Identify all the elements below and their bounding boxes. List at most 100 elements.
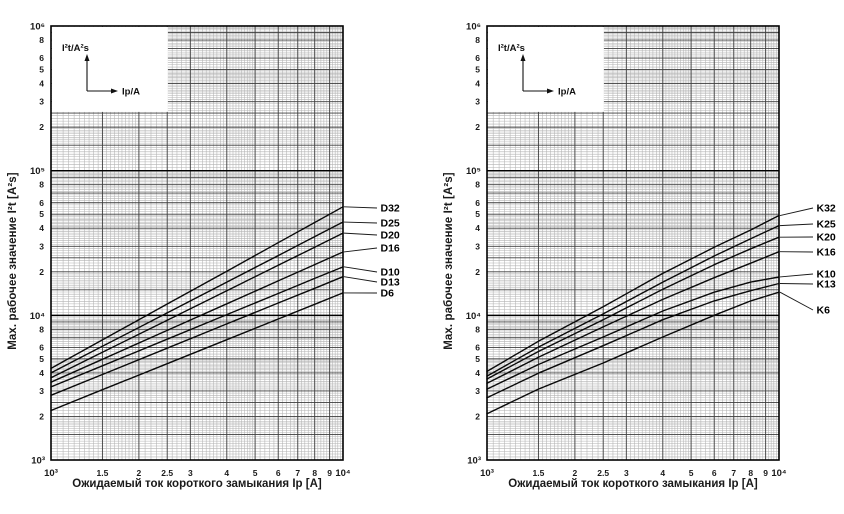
curve-label-D13: D13 [381, 277, 400, 289]
y-tick-3e5: 3 [475, 97, 480, 107]
y-tick-3e4: 3 [475, 241, 480, 251]
x-tick-labels: 10³ 1.5 2 2.5 3 4 5 6 7 8 9 10⁴ [480, 468, 787, 479]
y-tick-5e3: 5 [475, 354, 480, 364]
y-tick-2e4: 2 [475, 267, 480, 277]
curve-D6 [50, 292, 344, 412]
x-tick-4: 4 [660, 468, 665, 478]
y-axis-title: Max. рабочее значение I²t [A²s] [443, 172, 455, 350]
x-tick-5: 5 [689, 468, 694, 478]
up-arrow-icon [84, 54, 90, 61]
y-tick-8e4: 8 [475, 180, 480, 190]
x-tick-10³: 10³ [480, 468, 494, 479]
x-tick-4: 4 [224, 468, 229, 478]
leader-D10 [343, 266, 378, 273]
x-tick-5: 5 [253, 468, 258, 478]
curve-K32 [486, 214, 780, 373]
x-tick-3: 3 [624, 468, 629, 478]
y-tick-8e5: 8 [39, 35, 44, 45]
up-arrow-icon [520, 54, 526, 61]
curve-label-K20: K20 [817, 232, 836, 244]
y-tick-10⁶: 10⁶ [466, 22, 481, 33]
x-tick-9: 9 [327, 468, 332, 478]
curve-label-K32: K32 [817, 203, 836, 215]
grid-decade [51, 169, 343, 317]
x-tick-labels: 10³ 1.5 2 2.5 3 4 5 6 7 8 9 10⁴ [44, 468, 351, 479]
inset-axis-legend: I²t/A²s Ip/A [487, 26, 604, 112]
right-arrow-icon [547, 88, 554, 94]
x-tick-10³: 10³ [44, 468, 58, 479]
y-tick-6e5: 6 [39, 53, 44, 63]
curve-K16 [486, 251, 780, 384]
curve-D20 [50, 232, 344, 379]
x-tick-2: 2 [137, 468, 142, 478]
x-tick-9: 9 [763, 468, 768, 478]
curve-K25 [486, 224, 780, 377]
y-tick-10³: 10³ [31, 456, 45, 467]
curve-D32 [50, 206, 344, 370]
plot-frame [50, 25, 344, 461]
y-tick-5e3: 5 [39, 354, 44, 364]
leader-D32 [343, 206, 378, 209]
curves [50, 206, 344, 412]
leader-K10 [779, 273, 814, 278]
curve-label-D6: D6 [381, 288, 395, 300]
y-tick-8e4: 8 [39, 180, 44, 190]
y-tick-4e3: 4 [475, 368, 480, 378]
y-tick-4e4: 4 [475, 223, 480, 233]
y-tick-4e3: 4 [39, 368, 44, 378]
y-tick-8e5: 8 [475, 35, 480, 45]
curve-D16 [50, 251, 344, 383]
leader-D13 [343, 276, 378, 283]
y-tick-10⁴: 10⁴ [30, 311, 46, 322]
chart-panel-k-curves: I²t/A²s Ip/A K32 K25 K20 K16 K10 K13 K6 10³ 1.5 2 2.… [436, 0, 844, 514]
curve-label-D32: D32 [381, 203, 400, 215]
chart-panel-d-curves: I²t/A²s Ip/A D32 D25 D20 D16 D10 D13 D6 10³ 1.5 2 2.… [0, 0, 408, 514]
x-tick-7: 7 [295, 468, 300, 478]
x-axis-title: Ожидаемый ток короткого замыкания Ip [A] [508, 478, 758, 490]
y-tick-5e4: 5 [475, 209, 480, 219]
x-tick-8: 8 [748, 468, 753, 478]
leader-K32 [779, 207, 814, 216]
inset-x-axis-label: Ip/A [122, 87, 140, 98]
y-tick-2e3: 2 [475, 411, 480, 421]
inset-x-axis-label: Ip/A [558, 87, 576, 98]
curve-K10 [486, 276, 780, 390]
curve-label-K25: K25 [817, 219, 836, 231]
y-tick-2e5: 2 [39, 122, 44, 132]
x-tick-2: 2 [573, 468, 578, 478]
curve-K20 [486, 236, 780, 380]
x-axis-title: Ожидаемый ток короткого замыкания Ip [A] [72, 478, 322, 490]
y-tick-6e5: 6 [475, 53, 480, 63]
curve-K6 [486, 291, 780, 415]
y-tick-4e5: 4 [39, 79, 44, 89]
leader-K25 [779, 223, 814, 227]
y-tick-3e4: 3 [39, 241, 44, 251]
inset-y-axis-label: I²t/A²s [498, 43, 525, 54]
curve-leaders [343, 206, 378, 294]
curve-K13 [486, 282, 780, 399]
leader-D25 [343, 221, 378, 224]
curve-label-D25: D25 [381, 218, 400, 230]
curve-D10 [50, 266, 344, 388]
curves [486, 214, 780, 415]
y-tick-8e3: 8 [39, 324, 44, 334]
curve-leaders [779, 207, 814, 311]
curve-label-D10: D10 [381, 267, 400, 279]
x-tick-1.5: 1.5 [533, 468, 545, 478]
y-tick-6e4: 6 [39, 198, 44, 208]
leader-D20 [343, 232, 378, 236]
x-tick-7: 7 [731, 468, 736, 478]
y-tick-10⁵: 10⁵ [30, 166, 45, 177]
x-tick-10⁴: 10⁴ [335, 468, 351, 479]
y-tick-2e5: 2 [475, 122, 480, 132]
curve-label-D20: D20 [381, 230, 400, 242]
y-tick-6e4: 6 [475, 198, 480, 208]
x-tick-10⁴: 10⁴ [771, 468, 787, 479]
x-tick-2.5: 2.5 [161, 468, 173, 478]
y-tick-8e3: 8 [475, 324, 480, 334]
y-tick-10⁵: 10⁵ [466, 166, 481, 177]
